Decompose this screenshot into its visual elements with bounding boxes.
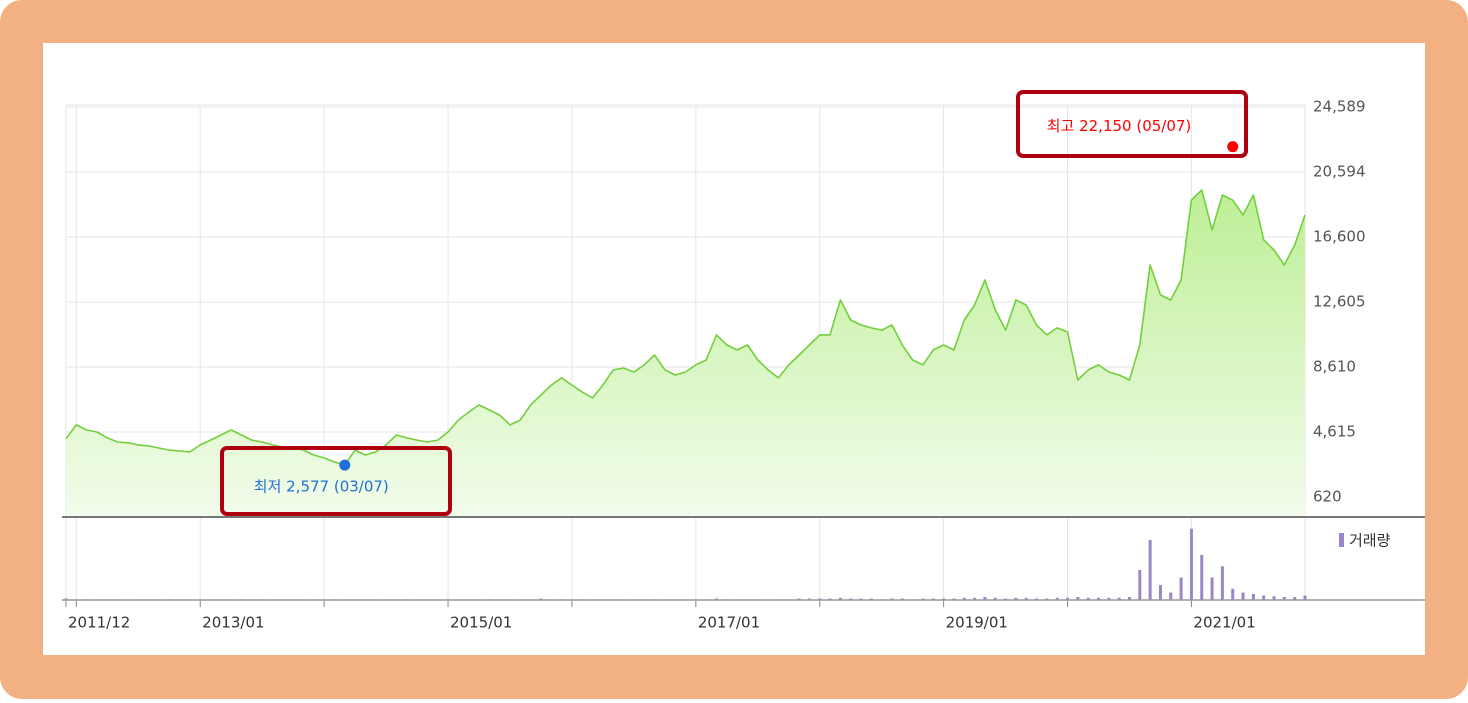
extreme-label: 최저 2,577 (03/07) [254,478,389,496]
y-tick-label: 16,600 [1313,227,1366,245]
volume-bar [983,597,987,600]
y-tick-label: 24,589 [1313,98,1366,116]
volume-bar [1220,566,1224,600]
x-tick-label: 2019/01 [946,614,1008,632]
extreme-label: 최고 22,150 (05/07) [1047,117,1192,135]
volume-bar [1127,597,1131,600]
volume-bar [1200,555,1204,600]
volume-bar [1179,577,1183,600]
highlight-box [220,446,452,516]
volume-bar [838,597,842,600]
x-tick-label: 2013/01 [202,614,264,632]
volume-bar [1055,597,1059,600]
volume-bar [1272,596,1276,600]
volume-bar [973,597,977,600]
y-tick-label: 620 [1313,488,1342,506]
y-tick-label: 20,594 [1313,163,1366,181]
y-tick-label: 4,615 [1313,422,1356,440]
volume-bar [1138,570,1142,600]
y-tick-label: 12,605 [1313,292,1366,310]
volume-bar [1097,597,1100,600]
volume-bar [1282,597,1286,600]
price-line [65,189,1306,466]
volume-bar [1086,597,1090,600]
highlight-box [1016,90,1248,158]
volume-bar [1169,592,1173,600]
x-tick-label: 2021/01 [1193,614,1255,632]
legend-swatch [1339,533,1344,547]
volume-bar [1158,585,1162,600]
volume-bar [1303,595,1307,600]
volume-bar [1014,597,1018,600]
volume-bar [1210,577,1214,600]
y-tick-label: 8,610 [1313,357,1356,375]
volume-bar [1107,597,1111,600]
volume-bar [962,597,966,600]
volume-bar [1189,528,1193,600]
legend-label: 거래량 [1349,532,1391,550]
volume-bar [1148,540,1152,600]
extreme-point [1227,141,1239,153]
x-tick-label: 2011/12 [68,614,130,632]
volume-bar [1231,588,1235,600]
volume-bar [1076,597,1080,600]
x-tick-label: 2017/01 [698,614,760,632]
area [66,190,1305,517]
x-tick-label: 2015/01 [450,614,512,632]
volume-bar [1117,597,1121,600]
volume-bar [1066,597,1070,600]
volume-bar [1293,597,1297,600]
volume-bar [1251,594,1255,600]
volume-bar [1262,595,1266,600]
volume-bar [1024,597,1028,600]
extreme-point [339,459,351,471]
volume-bar [1241,592,1245,600]
volume-bar [993,597,997,600]
